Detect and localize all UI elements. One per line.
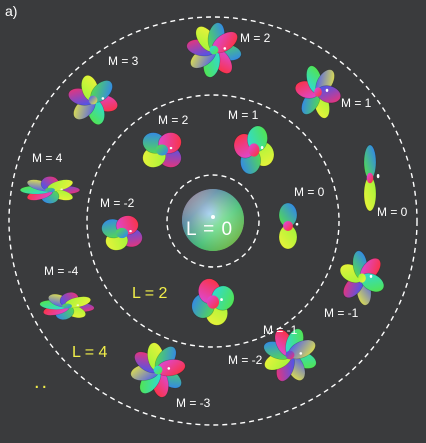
orbital-l4-m-2: [263, 328, 317, 382]
m-label-l2-2: M = 2: [158, 113, 189, 127]
orbital-l4-m-4: [39, 292, 95, 320]
shell-l4-circle: [8, 16, 418, 426]
orbital-l2-m1: [233, 125, 275, 175]
m-label-l4-1: M = 1: [341, 96, 372, 110]
m-label-l2-0: M = 0: [294, 185, 325, 199]
shell-label-l4: L = 4: [72, 344, 108, 361]
orbital-l2-m-1: [191, 278, 235, 326]
m-label-l2-1: M = 1: [228, 108, 259, 122]
panel-label: a): [5, 3, 18, 19]
shell-label-l2: L = 2: [132, 285, 168, 302]
orbital-l2-m-2: [101, 215, 143, 251]
orbital-l4-m4: [19, 176, 81, 204]
m-label-l2-minus2: M = -2: [100, 196, 135, 210]
orbital-l4-m-3: [130, 342, 186, 398]
orbital-l4-m3: [68, 75, 118, 125]
m-label-l4-2: M = 2: [240, 31, 271, 45]
ellipsis: ..: [34, 371, 50, 393]
m-label-l2-minus1: M = -1: [263, 323, 298, 337]
orbital-l4-m-1: [339, 250, 385, 306]
m-label-l4-3: M = 3: [108, 54, 139, 68]
m-label-l4-4: M = 4: [32, 151, 63, 165]
m-label-l4-minus1: M = -1: [324, 306, 359, 320]
orbital-l2-m0: [278, 202, 299, 250]
orbital-l2-m2: [142, 132, 182, 168]
shell-l0-circle: [166, 174, 260, 268]
orbital-l4-m1: [294, 65, 342, 119]
m-label-l4-minus3: M = -3: [176, 396, 211, 410]
m-label-l4-minus4: M = -4: [44, 264, 79, 278]
orbital-l4-m0: [363, 144, 380, 212]
shell-l2-circle: [86, 94, 340, 348]
orbital-l4-m2: [186, 22, 242, 78]
m-label-l4-minus2: M = -2: [228, 353, 263, 367]
shell-label-l0: L = 0: [186, 219, 234, 240]
m-label-l4-0: M = 0: [377, 205, 408, 219]
orbital-l0-m0: [182, 189, 244, 251]
